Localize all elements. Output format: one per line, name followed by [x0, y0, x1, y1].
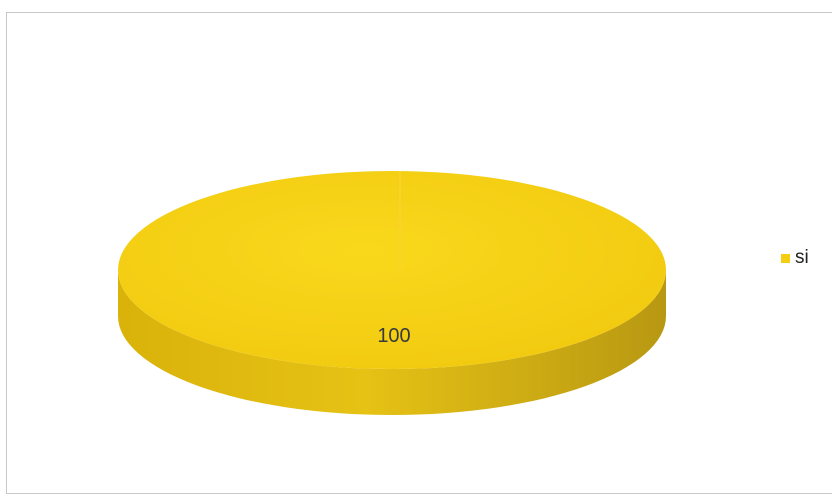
pie-slices [118, 171, 666, 415]
data-label: 100 [377, 325, 410, 347]
pie-slice-si [118, 171, 666, 369]
legend: si [781, 247, 809, 269]
legend-label-si: si [795, 247, 809, 268]
pie-slice-side [118, 270, 666, 415]
legend-swatch-si [781, 253, 790, 263]
